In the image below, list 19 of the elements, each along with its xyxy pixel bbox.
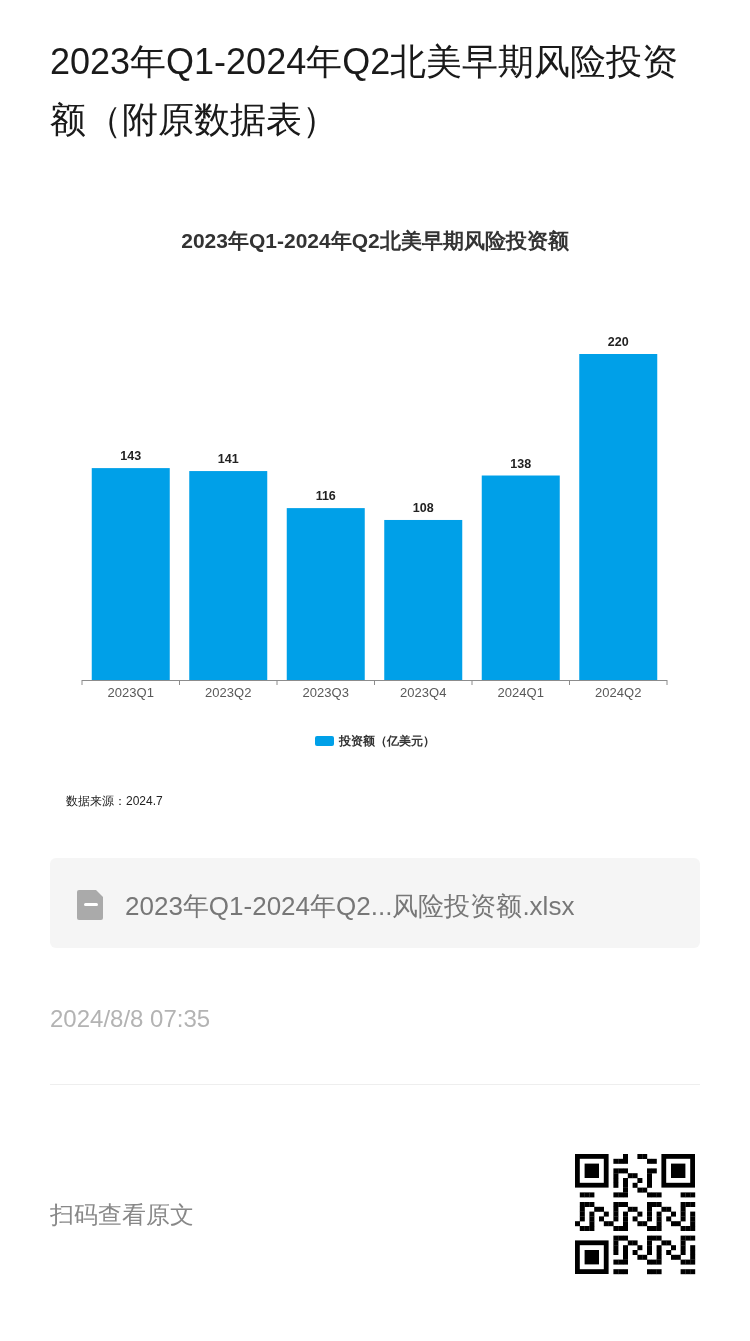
- text: 2024/8/8 07:35: [50, 1004, 211, 1032]
- data-label: 143: [120, 449, 142, 464]
- text: 扫码查看原文: [49, 1200, 194, 1228]
- x-tick-label: 2023Q3: [302, 684, 349, 700]
- chart-title: 2023年Q1-2024年Q2北美早期风险投资额（附原数据表）: [50, 40, 680, 142]
- x-tick-label: 2024Q2: [595, 684, 642, 700]
- x-tick-label: 2023Q4: [400, 684, 447, 700]
- chart-subtitle: 2023年Q1-2024年Q2北美早期风险投资额: [181, 228, 570, 252]
- source-note: 数据来源：2024.7: [66, 794, 164, 808]
- x-tick-label: 2023Q2: [205, 684, 252, 700]
- data-label: 116: [315, 489, 336, 504]
- data-label: 108: [412, 500, 434, 515]
- data-label: 220: [607, 335, 629, 349]
- data-label: 141: [217, 452, 239, 467]
- x-tick-label: 2023Q1: [107, 684, 154, 700]
- data-label: 138: [510, 456, 532, 471]
- x-tick-label: 2024Q1: [497, 684, 544, 700]
- text: 2023年Q1-2024年Q2...风险投资额.xlsx: [125, 891, 575, 921]
- legend-label: 投资额（亿美元）: [338, 734, 435, 748]
